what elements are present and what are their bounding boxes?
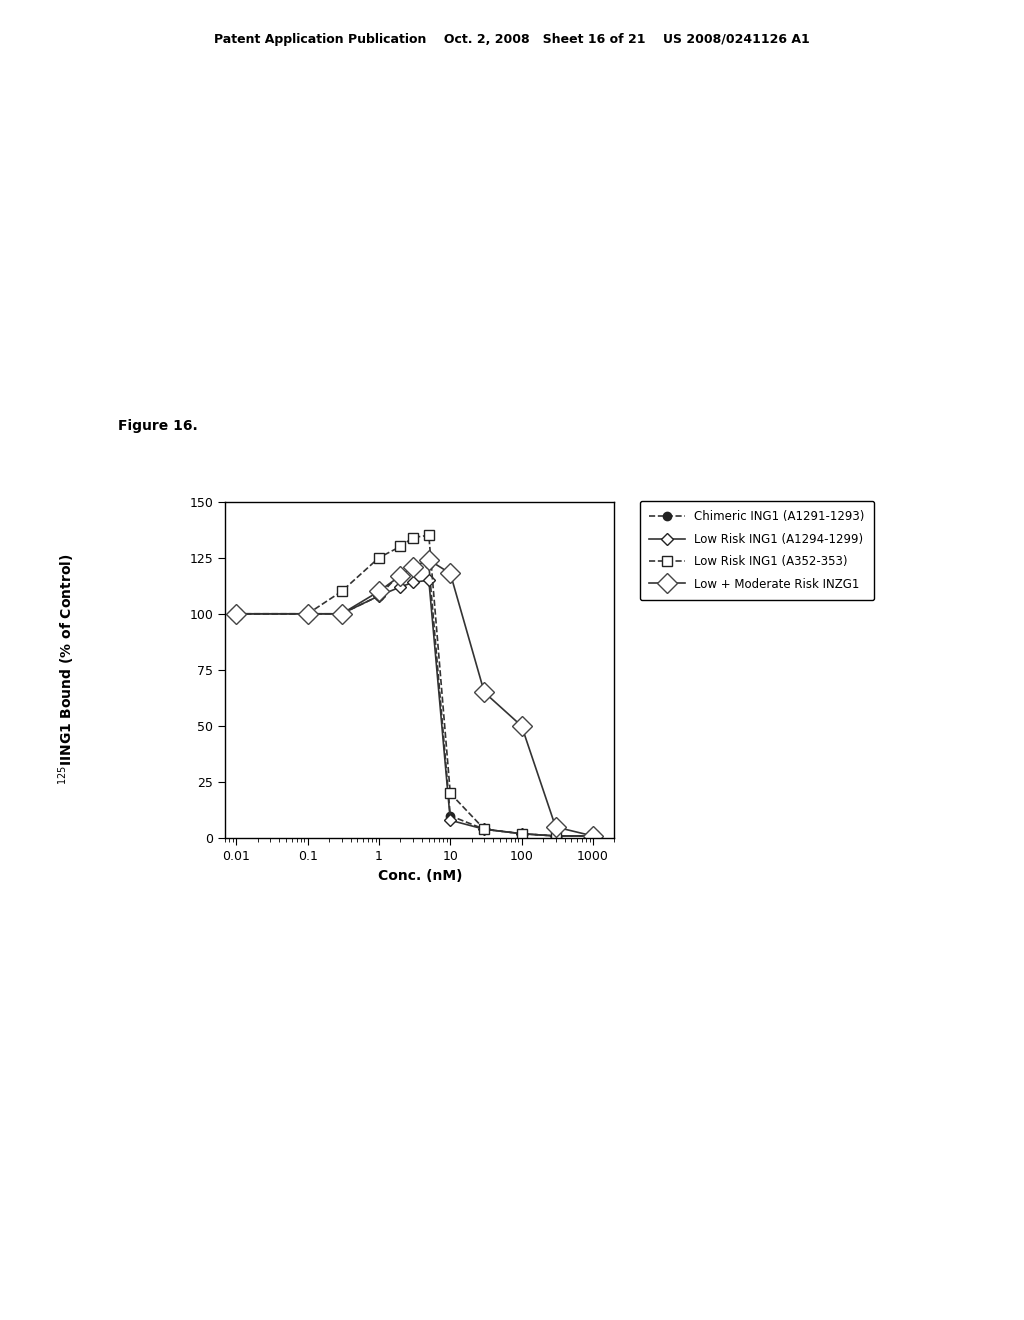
Text: $^{125}$IING1 Bound (% of Control): $^{125}$IING1 Bound (% of Control) — [56, 553, 77, 785]
Text: Patent Application Publication    Oct. 2, 2008   Sheet 16 of 21    US 2008/02411: Patent Application Publication Oct. 2, 2… — [214, 33, 810, 46]
X-axis label: Conc. (nM): Conc. (nM) — [378, 869, 462, 883]
Text: Figure 16.: Figure 16. — [118, 418, 198, 433]
Legend: Chimeric ING1 (A1291-1293), Low Risk ING1 (A1294-1299), Low Risk ING1 (A352-353): Chimeric ING1 (A1291-1293), Low Risk ING… — [640, 500, 873, 601]
